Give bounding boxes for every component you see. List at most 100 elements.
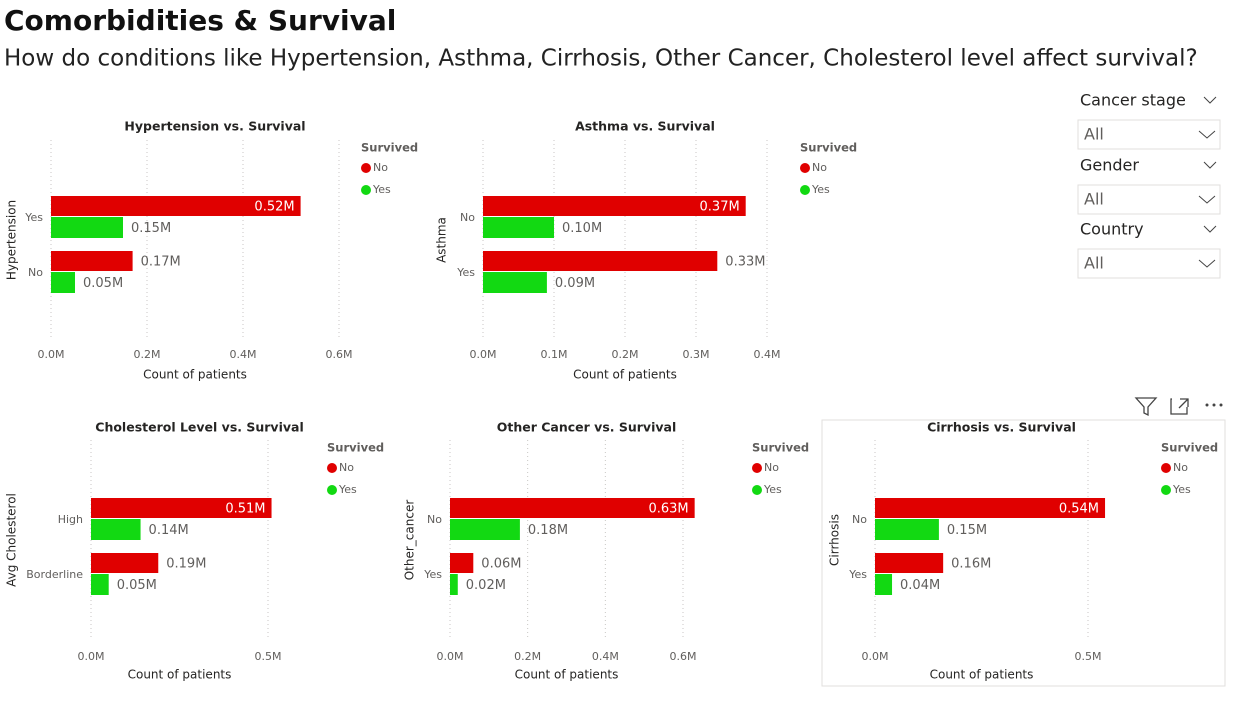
y-tick-label: No: [460, 211, 475, 224]
legend-marker: [361, 163, 371, 173]
bar: [875, 498, 1106, 518]
y-tick-label: High: [58, 513, 83, 526]
legend-title: Survived: [361, 141, 418, 155]
x-axis-label: Count of patients: [515, 668, 619, 682]
data-label: 0.37M: [700, 200, 740, 215]
bar: [450, 553, 474, 573]
y-axis-label: Avg Cholesterol: [5, 493, 19, 587]
legend-label: Yes: [372, 183, 391, 196]
data-label: 0.16M: [951, 557, 991, 572]
legend-marker: [1161, 463, 1171, 473]
y-axis-label: Cirrhosis: [828, 514, 842, 566]
bar: [91, 498, 272, 518]
legend-title: Survived: [327, 441, 384, 455]
slicer-value: All: [1084, 190, 1104, 209]
bar: [51, 217, 123, 238]
bar: [91, 519, 141, 540]
data-label: 0.63M: [648, 502, 688, 517]
y-tick-label: Borderline: [26, 568, 83, 581]
y-tick-label: Yes: [423, 568, 442, 581]
bar: [450, 574, 458, 595]
chart-title: Hypertension vs. Survival: [124, 119, 305, 134]
data-label: 0.18M: [528, 523, 568, 538]
legend-marker: [361, 185, 371, 195]
data-label: 0.33M: [725, 255, 765, 270]
bar: [483, 251, 718, 271]
y-tick-label: No: [427, 513, 442, 526]
chart-title: Cirrhosis vs. Survival: [927, 420, 1076, 435]
slicer-label: Cancer stage: [1080, 91, 1186, 110]
slicer-value: All: [1084, 254, 1104, 273]
bar: [51, 196, 301, 216]
legend-label: No: [764, 461, 779, 474]
legend-label: Yes: [811, 183, 830, 196]
bar: [91, 574, 109, 595]
bar: [875, 574, 893, 595]
legend-label: No: [339, 461, 354, 474]
legend-marker: [752, 485, 762, 495]
legend-title: Survived: [800, 141, 857, 155]
x-tick-label: 0.4M: [230, 348, 257, 361]
legend-label: Yes: [338, 483, 357, 496]
x-tick-label: 0.6M: [326, 348, 353, 361]
legend-title: Survived: [752, 441, 809, 455]
more-icon[interactable]: [1205, 403, 1223, 407]
legend-label: Yes: [763, 483, 782, 496]
slicer-label: Country: [1080, 220, 1144, 239]
legend-marker: [327, 463, 337, 473]
legend-label: No: [1173, 461, 1188, 474]
bar: [483, 272, 547, 293]
slicer-label: Gender: [1080, 156, 1139, 175]
slicer-dropdown[interactable]: [1077, 184, 1221, 215]
slicer-dropdown[interactable]: [1077, 248, 1221, 279]
x-tick-label: 0.2M: [514, 650, 541, 663]
x-tick-label: 0.0M: [862, 650, 889, 663]
data-label: 0.10M: [562, 221, 602, 236]
data-label: 0.54M: [1059, 502, 1099, 517]
data-label: 0.02M: [466, 578, 506, 593]
page-subtitle: How do conditions like Hypertension, Ast…: [4, 46, 1198, 72]
slicer-collapse[interactable]: [1203, 225, 1217, 233]
data-label: 0.09M: [555, 276, 595, 291]
legend-title: Survived: [1161, 441, 1218, 455]
data-label: 0.52M: [254, 200, 294, 215]
x-tick-label: 0.2M: [612, 348, 639, 361]
x-tick-label: 0.3M: [683, 348, 710, 361]
y-tick-label: Yes: [848, 568, 867, 581]
chart-title: Cholesterol Level vs. Survival: [95, 420, 303, 435]
slicer-collapse[interactable]: [1203, 161, 1217, 169]
legend-label: Yes: [1172, 483, 1191, 496]
bar: [51, 251, 133, 271]
focus-icon[interactable]: [1170, 398, 1189, 415]
slicer-collapse[interactable]: [1203, 96, 1217, 104]
y-tick-label: Yes: [24, 211, 43, 224]
x-tick-label: 0.5M: [255, 650, 282, 663]
bar: [483, 196, 746, 216]
legend-label: No: [812, 161, 827, 174]
legend-marker: [327, 485, 337, 495]
chart-title: Other Cancer vs. Survival: [497, 420, 676, 435]
slicer-value: All: [1084, 125, 1104, 144]
y-axis-label: Asthma: [435, 217, 449, 263]
bar: [875, 553, 944, 573]
slicer-dropdown[interactable]: [1077, 119, 1221, 150]
x-tick-label: 0.6M: [670, 650, 697, 663]
slicer-chevron: [1198, 195, 1216, 204]
legend-marker: [800, 163, 810, 173]
focus-border: [821, 419, 1226, 687]
x-tick-label: 0.2M: [134, 348, 161, 361]
legend-marker: [800, 185, 810, 195]
data-label: 0.51M: [225, 502, 265, 517]
visual-header-icons: [1134, 397, 1223, 417]
data-label: 0.04M: [900, 578, 940, 593]
bar: [483, 217, 554, 238]
bar: [51, 272, 75, 293]
x-tick-label: 0.5M: [1075, 650, 1102, 663]
y-tick-label: Yes: [456, 266, 475, 279]
bar: [450, 519, 520, 540]
data-label: 0.15M: [947, 523, 987, 538]
x-tick-label: 0.0M: [38, 348, 65, 361]
filter-icon[interactable]: [1134, 397, 1158, 417]
x-tick-label: 0.4M: [754, 348, 781, 361]
